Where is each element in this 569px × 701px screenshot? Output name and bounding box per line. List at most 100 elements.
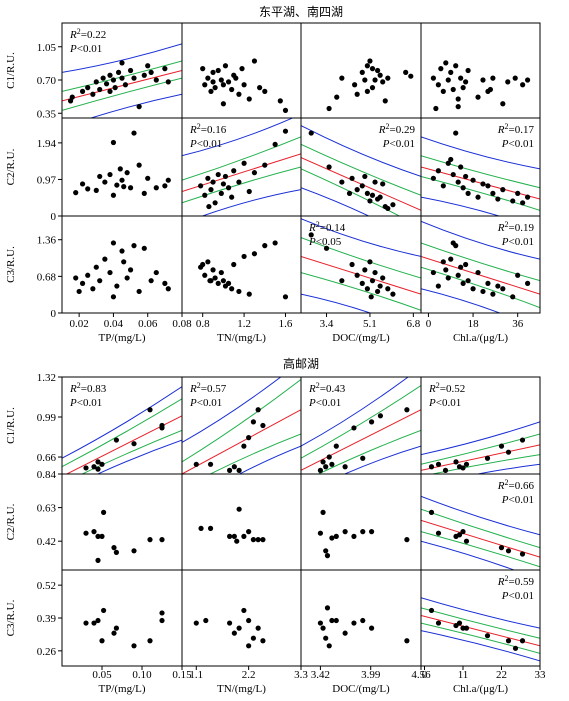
data-point <box>364 63 370 69</box>
data-point <box>380 275 386 281</box>
r-squared-label: R2=0.14 <box>308 220 346 235</box>
regression-line <box>62 70 182 102</box>
data-point <box>111 545 117 551</box>
prediction-band-upper <box>421 421 540 456</box>
data-point <box>484 455 491 461</box>
data-point <box>368 294 374 300</box>
x-axis-label: TN/(mg/L) <box>217 683 266 695</box>
confidence-band-lower <box>421 622 540 654</box>
x-axis-label: Chl.a/(μg/L) <box>453 332 508 344</box>
data-point <box>251 58 258 64</box>
panel-r2-c2 <box>300 569 422 667</box>
confidence-band-upper <box>182 379 301 463</box>
data-point <box>79 88 86 94</box>
data-point <box>364 190 370 196</box>
y-axis-label: C1/R.U. <box>5 407 17 444</box>
data-point <box>229 194 235 200</box>
data-point <box>145 175 151 181</box>
x-tick-label: 22 <box>496 669 507 681</box>
data-point <box>428 464 435 470</box>
data-point <box>320 509 326 515</box>
data-point <box>495 283 501 289</box>
x-tick-label: 4.56 <box>411 669 431 681</box>
data-point <box>153 77 159 83</box>
panel-r1-c1: R2=0.16P<0.01 <box>181 117 302 217</box>
data-point <box>250 537 256 543</box>
panel-frame <box>181 569 302 667</box>
panel-content <box>182 118 301 216</box>
data-point <box>227 467 233 473</box>
data-point <box>435 461 442 467</box>
prediction-band-lower <box>96 439 182 474</box>
data-point <box>326 643 332 649</box>
data-point <box>210 179 216 185</box>
data-point <box>246 435 252 441</box>
y-tick-label: 0.39 <box>37 613 57 625</box>
data-point <box>362 267 368 273</box>
data-point <box>377 72 383 78</box>
y-tick-label: 1.36 <box>37 235 57 247</box>
panel-r2-c3: R2=0.19P<0.01 <box>420 215 541 314</box>
panel-content <box>430 60 531 112</box>
data-point <box>124 275 130 281</box>
data-point <box>359 280 365 286</box>
data-point <box>352 82 358 88</box>
x-tick-label: 0.08 <box>172 318 192 330</box>
data-point <box>368 529 375 535</box>
data-point <box>440 183 446 189</box>
data-point <box>119 248 125 254</box>
data-point <box>141 72 147 78</box>
data-point <box>510 294 516 300</box>
data-point <box>93 79 99 85</box>
data-point <box>110 192 117 198</box>
data-point <box>475 194 481 200</box>
r-squared-label: R2=0.52 <box>428 381 465 396</box>
data-point <box>485 183 491 189</box>
data-point <box>377 194 383 200</box>
data-point <box>111 630 117 636</box>
data-point <box>324 605 331 611</box>
data-point <box>141 245 147 251</box>
data-point <box>220 82 226 88</box>
data-point <box>200 66 206 72</box>
data-point <box>349 175 355 181</box>
r-squared-label: R2=0.66 <box>497 478 535 493</box>
panel-frame <box>181 473 302 571</box>
data-point <box>326 454 332 460</box>
x-tick-label: 0.04 <box>104 318 124 330</box>
data-point <box>241 82 247 88</box>
data-point <box>212 275 218 281</box>
data-point <box>320 459 326 465</box>
data-point <box>362 173 368 180</box>
panel-content <box>83 509 165 564</box>
data-point <box>326 105 332 112</box>
data-point <box>260 422 266 429</box>
panel-r2-c3: R2=0.59P<0.01 <box>420 569 541 667</box>
y-tick-label: 0.70 <box>37 75 57 87</box>
data-point <box>97 278 103 284</box>
data-point <box>525 280 531 286</box>
x-tick-label: 36 <box>512 318 524 330</box>
data-point <box>97 173 103 180</box>
data-point <box>435 283 441 289</box>
data-point <box>490 190 496 196</box>
prediction-band-upper <box>62 43 182 73</box>
data-point <box>215 67 221 74</box>
data-point <box>435 82 441 88</box>
data-point <box>369 192 376 198</box>
data-point <box>458 75 464 81</box>
data-point <box>372 179 378 185</box>
data-point <box>463 461 470 467</box>
data-point <box>91 620 97 626</box>
data-point <box>519 638 526 644</box>
data-point <box>99 533 105 540</box>
data-point <box>222 63 229 69</box>
data-point <box>359 69 365 75</box>
data-point <box>455 96 461 102</box>
chart-group-0: 东平湖、南四湖 C1/R.U. 0.35 0.70 1.05 C2/R.U. 0 0.97 1.… <box>5 4 541 344</box>
confidence-band-upper <box>301 237 421 279</box>
prediction-band-lower <box>89 93 182 118</box>
data-point <box>95 533 101 540</box>
data-point <box>225 280 232 286</box>
data-point <box>141 190 147 196</box>
